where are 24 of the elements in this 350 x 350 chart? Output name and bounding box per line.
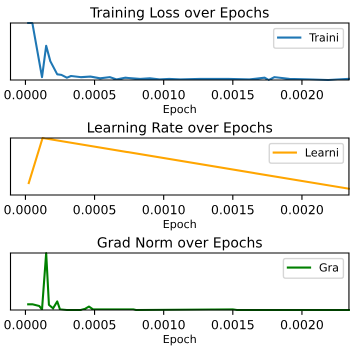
x-tick-label: 0.0000: [4, 204, 46, 214]
x-tick-label: 0.0000: [4, 320, 46, 330]
x-tick-label: 0.0010: [142, 90, 185, 100]
x-tick-label: 0.0020: [280, 90, 323, 100]
x-tick-label: 0.0005: [74, 320, 116, 330]
x-tick-label: 0.0010: [142, 320, 185, 330]
legend-label: Learni: [306, 148, 338, 157]
x-axis-title: Epoch: [164, 104, 196, 116]
x-axis-title: Epoch: [164, 220, 196, 230]
x-tick-label: 0.0015: [212, 90, 254, 100]
x-tick-label: 0.0020: [280, 320, 323, 330]
x-tick-label: 0.0015: [212, 204, 254, 214]
chart-title: Learning Rate over Epochs: [88, 122, 272, 136]
legend-label: Traini: [309, 33, 338, 42]
x-tick-label: 0.0005: [74, 204, 116, 214]
x-tick-label: 0.0015: [212, 320, 254, 330]
x-tick-label: 0.0005: [74, 90, 116, 100]
legend-label: Gra: [320, 263, 338, 272]
x-tick-label: 0.0000: [4, 90, 46, 100]
x-tick-label: 0.0020: [280, 204, 323, 214]
chart-title: Grad Norm over Epochs: [98, 236, 262, 250]
chart-title: Training Loss over Epochs: [90, 6, 269, 20]
x-axis-title: Epoch: [164, 334, 196, 346]
x-tick-label: 0.0010: [142, 204, 185, 214]
